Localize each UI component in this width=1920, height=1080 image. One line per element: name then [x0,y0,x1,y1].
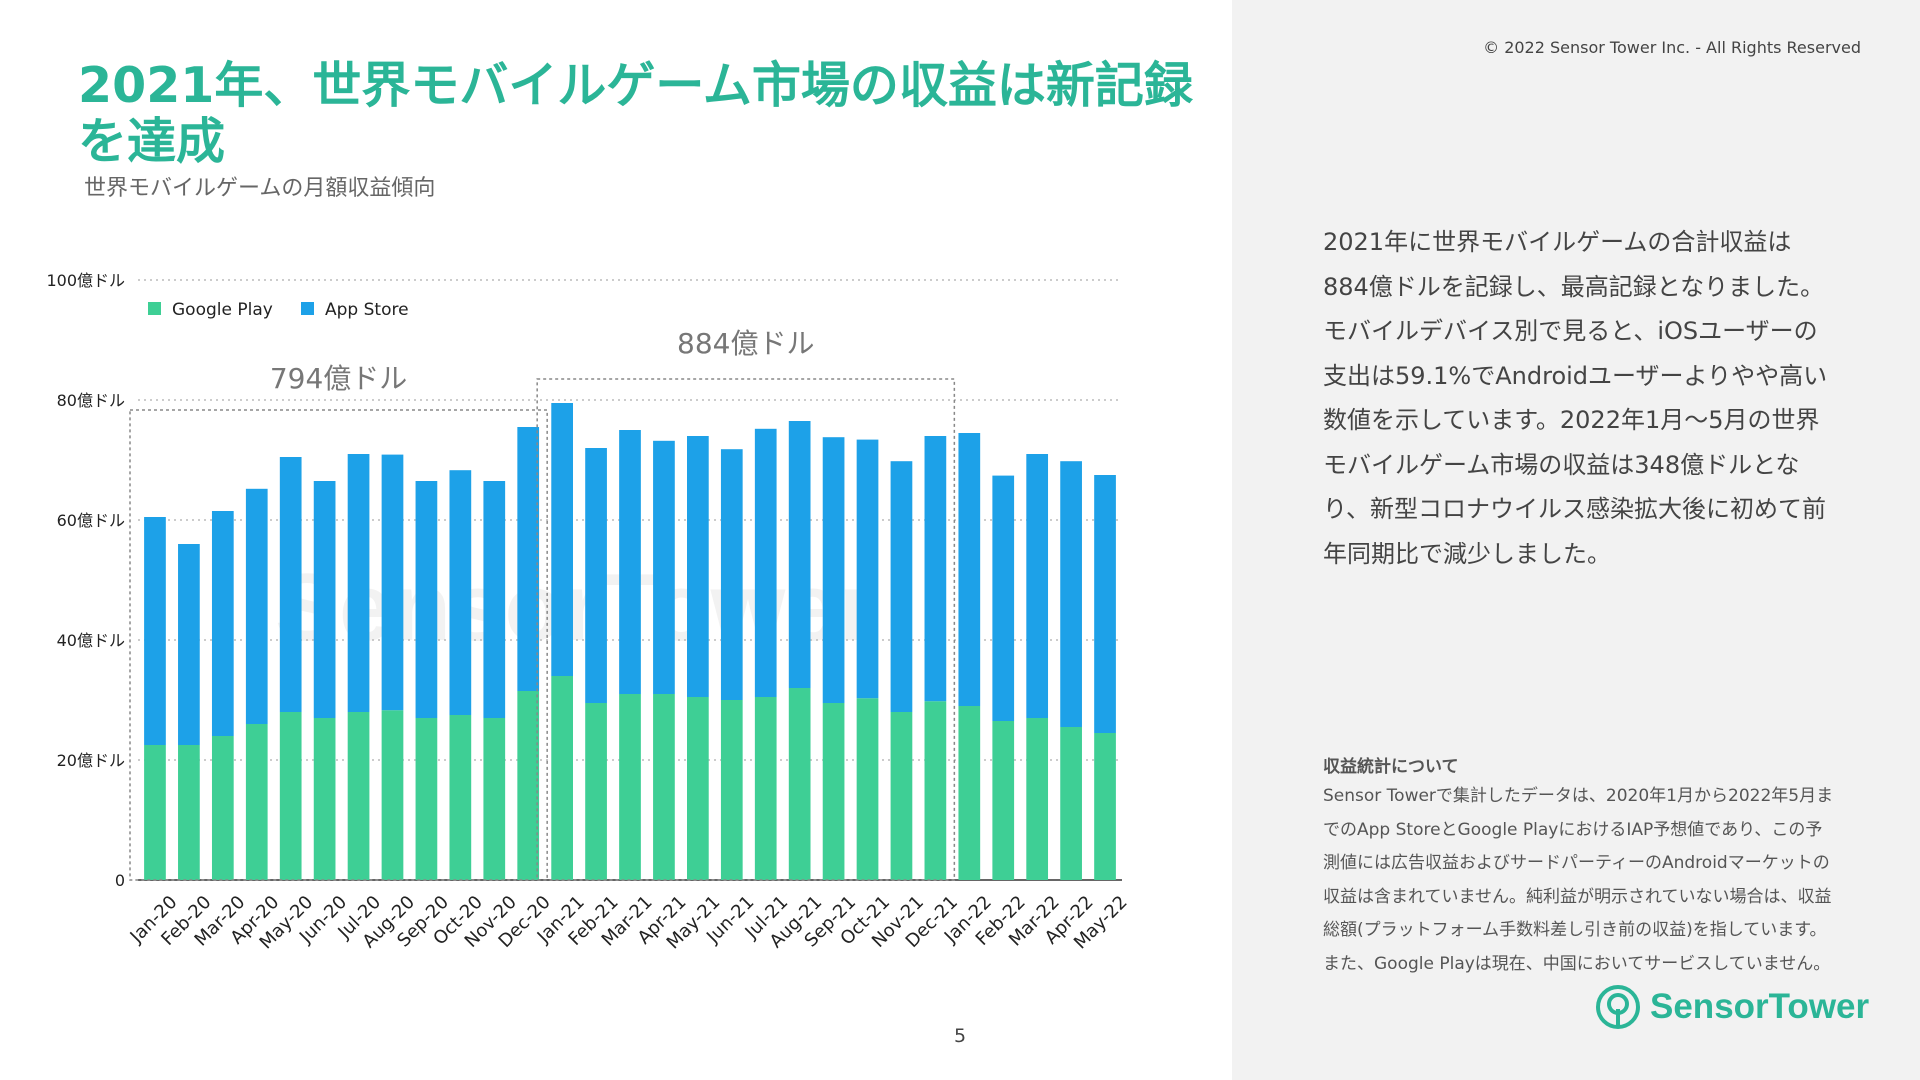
bar-app-store [1094,475,1116,733]
bar-app-store [788,421,811,688]
chart-subtitle: 世界モバイルゲームの月額収益傾向 [84,176,436,201]
bar-google-play [720,700,743,880]
bar-google-play [992,721,1015,880]
bar-app-store [890,461,913,712]
bar-google-play [1094,733,1116,880]
bar-app-store [992,475,1015,721]
bar-google-play [211,736,234,880]
annotation-label: 794億ドル [270,362,407,395]
bar-google-play [449,715,472,880]
bar-google-play [313,718,336,880]
page-title: 2021年、世界モバイルゲーム市場の収益は新記録を達成 [78,57,1193,170]
bar-google-play [347,712,370,880]
bar-google-play [890,712,913,880]
bar-app-store [279,457,302,712]
bar-google-play [1060,727,1082,880]
bar-google-play [279,712,302,880]
y-tick-label: 40億ドル [57,631,125,650]
bar-app-store [211,511,234,736]
note-body: Sensor Towerで集計したデータは、2020年1月から2022年5月まで… [1323,786,1834,974]
bar-google-play [551,676,573,880]
bar-google-play [788,688,811,880]
bar-google-play [483,718,506,880]
bar-app-store [958,433,981,706]
note-title: 収益統計について [1323,757,1459,777]
stacked-bar-chart: SensorTower020億ドル40億ドル60億ドル80億ドル100億ドルJa… [46,271,1131,953]
sensor-tower-logo-icon [1596,985,1640,1029]
bar-google-play [381,710,404,880]
sensor-tower-logo: SensorTower [1594,983,1869,1031]
bar-app-store [449,470,472,715]
bar-app-store [347,454,370,712]
bar-app-store [856,439,879,699]
y-tick-label: 0 [115,871,125,890]
bar-google-play [619,694,641,880]
bar-app-store [1026,454,1049,718]
y-tick-label: 60億ドル [57,511,125,530]
bar-google-play [245,724,268,880]
bar-google-play [958,706,981,880]
slide-right-panel [1232,0,1920,1080]
copyright-text: © 2022 Sensor Tower Inc. - All Rights Re… [1483,38,1861,57]
bar-app-store [517,427,540,691]
y-tick-label: 100億ドル [46,271,125,290]
bar-app-store [483,481,506,718]
bar-google-play [653,694,675,880]
bar-app-store [313,481,336,718]
bar-app-store [381,454,404,711]
bar-app-store [822,437,845,703]
bar-google-play [1026,718,1049,880]
bar-google-play [144,745,166,880]
bar-app-store [415,481,438,718]
slide-left-panel: 2021年、世界モバイルゲーム市場の収益は新記録を達成 世界モバイルゲームの月額… [46,57,1193,1047]
legend-swatch-app-store [301,302,314,315]
bar-app-store [178,544,200,745]
bar-google-play [517,691,540,880]
bar-app-store [144,517,166,745]
bar-app-store [720,449,743,700]
legend-swatch-google-play [148,302,161,315]
bar-google-play [415,718,438,880]
bar-app-store [754,428,777,697]
sensor-tower-logo-text: SensorTower [1650,987,1870,1026]
bar-google-play [687,697,709,880]
annotation-box [536,378,956,881]
y-tick-label: 20億ドル [57,751,125,770]
bar-app-store [619,430,641,694]
bar-google-play [178,745,200,880]
bar-google-play [585,703,607,880]
bar-app-store [1060,461,1082,727]
legend-label-app-store: App Store [325,300,409,320]
bar-app-store [653,440,675,694]
annotation-label: 884億ドル [677,327,814,360]
bar-app-store [585,448,607,703]
bar-google-play [754,697,777,880]
bar-app-store [924,436,947,702]
legend-label-google-play: Google Play [172,300,273,320]
y-tick-label: 80億ドル [57,391,125,410]
summary-text: 2021年に世界モバイルゲームの合計収益は884億ドルを記録し、最高記録となりま… [1323,228,1828,568]
page-number: 5 [954,1025,967,1047]
bar-app-store [551,403,573,676]
bar-app-store [687,436,709,697]
bar-google-play [856,698,879,880]
bar-app-store [245,488,268,724]
bar-google-play [924,701,947,880]
bar-google-play [822,703,845,880]
